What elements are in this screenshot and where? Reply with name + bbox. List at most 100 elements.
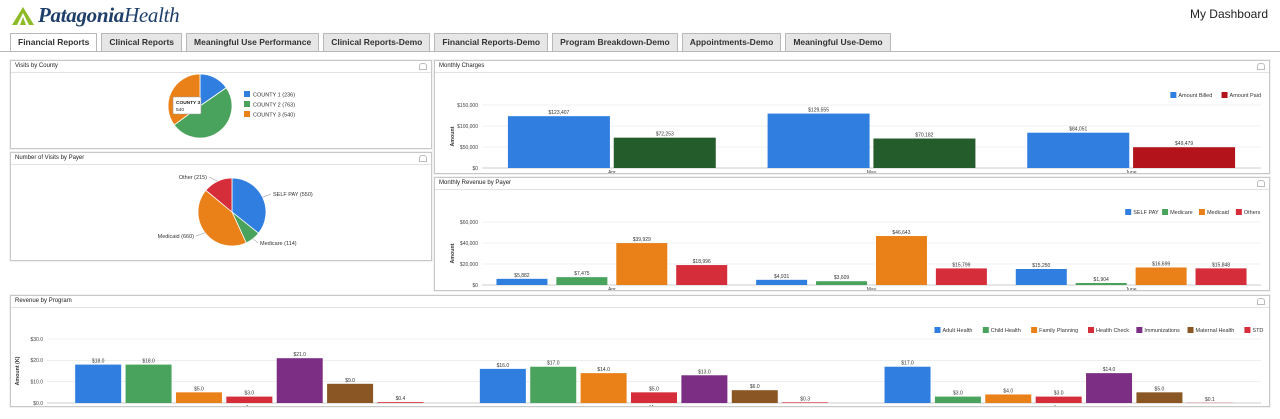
collapse-icon[interactable] [419, 155, 427, 162]
legend-label: Health Check [1096, 328, 1129, 334]
legend-swatch-std [1244, 327, 1251, 333]
bar-maternal-health-apr [327, 383, 374, 403]
legend-label: COUNTY 3 (540) [253, 113, 295, 119]
data-label: $17.0 [901, 361, 914, 367]
tab-financial-reports-demo[interactable]: Financial Reports-Demo [434, 33, 549, 51]
data-label: $46,643 [892, 230, 910, 236]
panel-monthly-revenue: Monthly Revenue by Payer $0 $20,000 $40,00… [434, 177, 1270, 293]
panel-header: Number of Visits by Payer [11, 153, 431, 165]
y-tick-label: $150,000 [457, 103, 478, 109]
bar-std-may [782, 402, 829, 403]
data-label: $3,609 [834, 275, 850, 281]
tab-meaningful-use-performance[interactable]: Meaningful Use Performance [186, 33, 320, 51]
legend-swatch-medicaid [1198, 209, 1205, 215]
bar-amount-billed-june [1027, 132, 1130, 168]
label-connector [208, 176, 218, 182]
legend-label: Family Planning [1039, 328, 1078, 334]
legend-label: COUNTY 2 (763) [253, 103, 295, 109]
x-tick-label: May [649, 405, 659, 406]
bar-child-health-apr [125, 364, 172, 403]
panel-header: Visits by County [11, 61, 431, 73]
y-tick-label: $0.0 [33, 401, 43, 406]
legend-swatch-child-health [982, 327, 989, 333]
panel-title: Number of Visits by Payer [15, 155, 85, 161]
monthly-charges-chart: $0 $50,000 $100,000 $150,000 Amount $123,407 $… [450, 92, 1262, 176]
legend-label: SELF PAY [1133, 210, 1159, 216]
bar-amount-paid-may [873, 138, 976, 168]
monthly-revenue-chart: $0 $20,000 $40,000 $60,000 Amount $5,882 $7,47… [450, 209, 1261, 293]
data-label: $9.0 [345, 378, 355, 384]
panel-header: Revenue by Program [11, 296, 1269, 308]
revenue-by-program-chart: $0.0 $10.0 $20.0 $30.0 Amount (K) $18.0 $18.0 $… [15, 327, 1263, 411]
bar-others-may [935, 268, 987, 285]
x-tick-label: Apr [608, 287, 616, 290]
pie-label-medicare-114: Medicare (114) [260, 241, 297, 247]
legend-swatch-family-planning [1031, 327, 1038, 333]
tooltip-box [172, 96, 202, 115]
tab-financial-reports[interactable]: Financial Reports [10, 33, 98, 52]
data-label: $3.0 [1054, 391, 1064, 397]
app-header: PatagoniaHealth My Dashboard [0, 0, 1280, 32]
tab-meaningful-use-demo[interactable]: Meaningful Use-Demo [785, 33, 891, 51]
bar-medicaid-may [875, 236, 927, 285]
y-axis-label: Amount [450, 126, 456, 146]
data-label: $5.0 [194, 386, 204, 392]
collapse-icon[interactable] [1257, 298, 1265, 305]
data-label: $5.0 [649, 386, 659, 392]
data-label: $15,848 [1212, 262, 1230, 268]
data-label: $6.0 [750, 384, 760, 390]
bar-child-health-june [934, 396, 981, 403]
data-label: $16,699 [1152, 261, 1170, 267]
legend-label: Amount Paid [1230, 93, 1262, 99]
data-label: $0.3 [800, 396, 810, 402]
collapse-icon[interactable] [419, 63, 427, 70]
panel-header: Monthly Charges [435, 61, 1269, 73]
tab-program-breakdown-demo[interactable]: Program Breakdown-Demo [552, 33, 678, 51]
tooltip-title: COUNTY 3 [176, 100, 200, 106]
logo-text: PatagoniaHealth [38, 3, 180, 28]
bar-adult-health-may [479, 368, 526, 403]
data-label: $5,882 [514, 273, 530, 279]
logo-sub-text: Health [123, 3, 180, 27]
logo[interactable]: PatagoniaHealth [12, 3, 180, 28]
bar-health-check-may [631, 392, 677, 403]
visits-by-payer-chart: SELF PAY (550) Medicare (114) Medicaid (66… [158, 175, 313, 247]
tooltip-value: 540 [176, 107, 184, 113]
panel-title: Monthly Charges [439, 63, 485, 69]
legend-swatch-maternal-health [1187, 327, 1194, 333]
y-tick-label: $20.0 [30, 358, 43, 364]
tab-bar: Financial Reports Clinical Reports Meaning… [10, 33, 895, 52]
data-label: $16.0 [497, 363, 510, 369]
label-connector [262, 193, 272, 198]
bar-health-check-apr [226, 396, 273, 403]
logo-mark-icon [12, 6, 34, 25]
tab-clinical-reports-demo[interactable]: Clinical Reports-Demo [323, 33, 431, 51]
collapse-icon[interactable] [1257, 63, 1265, 70]
legend-label: Amount Billed [1178, 93, 1212, 99]
legend-swatch-health-check [1088, 327, 1095, 333]
panel-monthly-charges: Monthly Charges $0 $50,000 $100,000 $150,00… [434, 60, 1270, 176]
label-connector [252, 238, 259, 244]
tab-appointments-demo[interactable]: Appointments-Demo [681, 33, 782, 51]
pie-slice-medicaid-660 [197, 189, 247, 247]
bar-immunizations-may [681, 375, 728, 403]
tab-clinical-reports[interactable]: Clinical Reports [101, 33, 183, 51]
x-tick-label: May [867, 170, 877, 173]
panel-revenue-by-program: Revenue by Program $0.0 $10.0 $20.0 $30.0 Am… [10, 295, 1270, 411]
collapse-icon[interactable] [1257, 180, 1265, 187]
bar-health-check-june [1035, 396, 1082, 403]
y-tick-label: $10.0 [30, 379, 43, 385]
panel-visits-by-payer: Number of Visits by Payer SELF PAY (550)… [10, 152, 432, 261]
data-label: $72,253 [656, 132, 674, 138]
legend-swatch-amount-billed [1170, 92, 1177, 98]
data-label: $17.0 [547, 361, 560, 367]
legend-label: Medicare [1170, 210, 1193, 216]
data-label: $3.0 [244, 391, 254, 397]
bar-medicare-may [816, 281, 868, 285]
legend-label: Child Health [991, 328, 1021, 334]
data-label: $39,929 [633, 237, 651, 243]
pie-label-self-pay-550: SELF PAY (550) [273, 192, 313, 198]
y-axis-label: Amount (K) [15, 356, 21, 385]
pie-slice-self-pay-550 [231, 177, 267, 234]
pie-slice-county-2-763 [173, 87, 233, 139]
